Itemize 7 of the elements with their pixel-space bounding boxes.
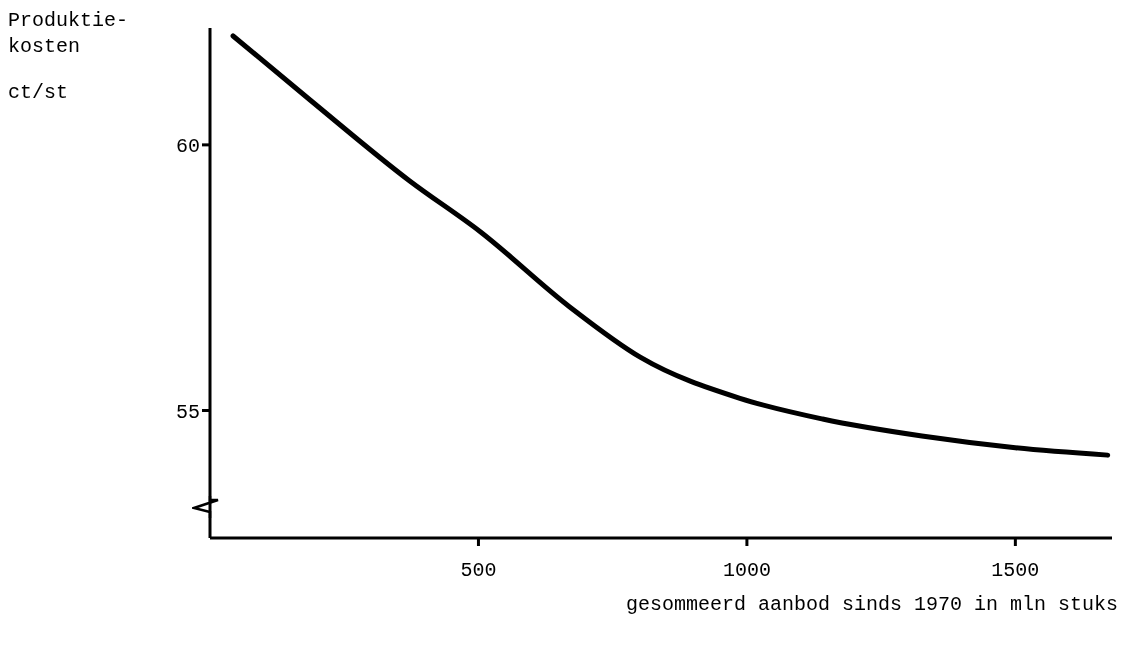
y-axis-title: Produktie- kosten ct/st	[8, 8, 129, 106]
x-axis-title: gesommeerd aanbod sinds 1970 in mln stuks	[624, 593, 1118, 616]
x-tick-label: 1500	[991, 559, 1040, 583]
x-tick-label: 500	[460, 559, 497, 583]
y-tick-label: 60	[175, 134, 200, 158]
y-tick-label: 55	[175, 400, 200, 424]
x-tick-label: 1000	[722, 559, 771, 583]
